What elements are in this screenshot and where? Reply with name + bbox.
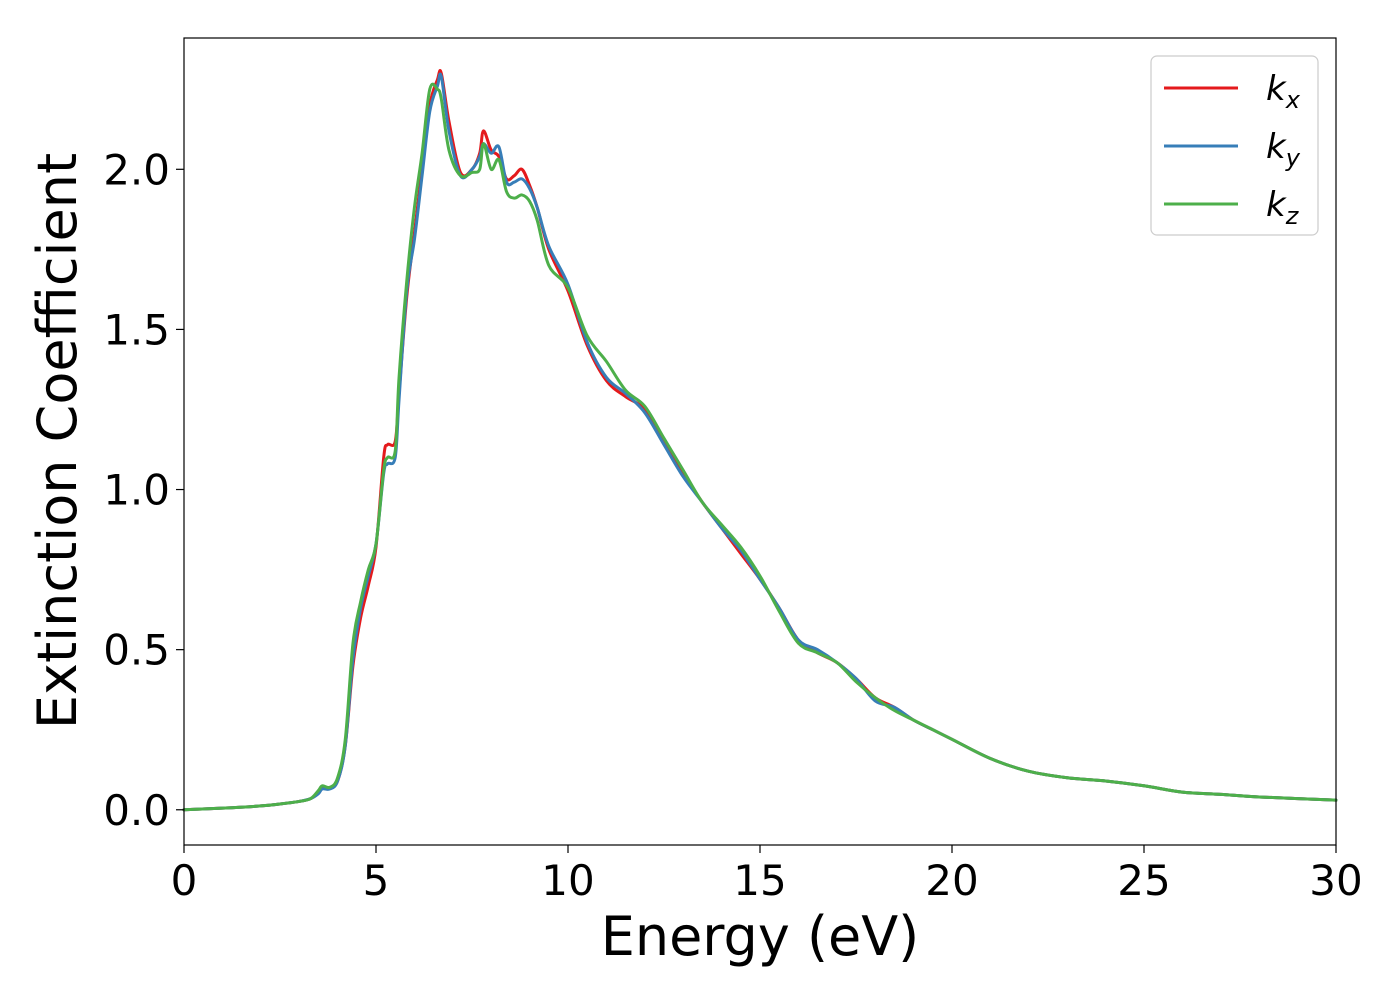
x-tick-label: 15	[733, 856, 786, 905]
y-tick-label: 1.5	[103, 305, 170, 354]
legend-label-ky: ky	[1266, 127, 1301, 172]
x-tick-label: 10	[541, 856, 594, 905]
legend-label-kx: kx	[1266, 69, 1301, 114]
y-axis: 0.0 0.5 1.0 1.5 2.0	[103, 145, 184, 835]
y-tick-label: 0.5	[103, 626, 170, 675]
x-axis: 0 5 10 15 20 25 30	[171, 845, 1363, 905]
x-tick-label: 5	[363, 856, 390, 905]
x-axis-title: Energy (eV)	[601, 905, 920, 968]
x-tick-label: 30	[1309, 856, 1362, 905]
y-tick-label: 2.0	[103, 145, 170, 194]
x-tick-label: 20	[925, 856, 978, 905]
x-tick-label: 25	[1117, 856, 1170, 905]
y-axis-title: Extinction Coefficient	[26, 153, 89, 729]
series-line-kz	[182, 82, 1338, 812]
series-layer	[182, 69, 1338, 812]
y-tick-label: 0.0	[103, 786, 170, 835]
y-tick-label: 1.0	[103, 466, 170, 515]
x-tick-label: 0	[171, 856, 198, 905]
